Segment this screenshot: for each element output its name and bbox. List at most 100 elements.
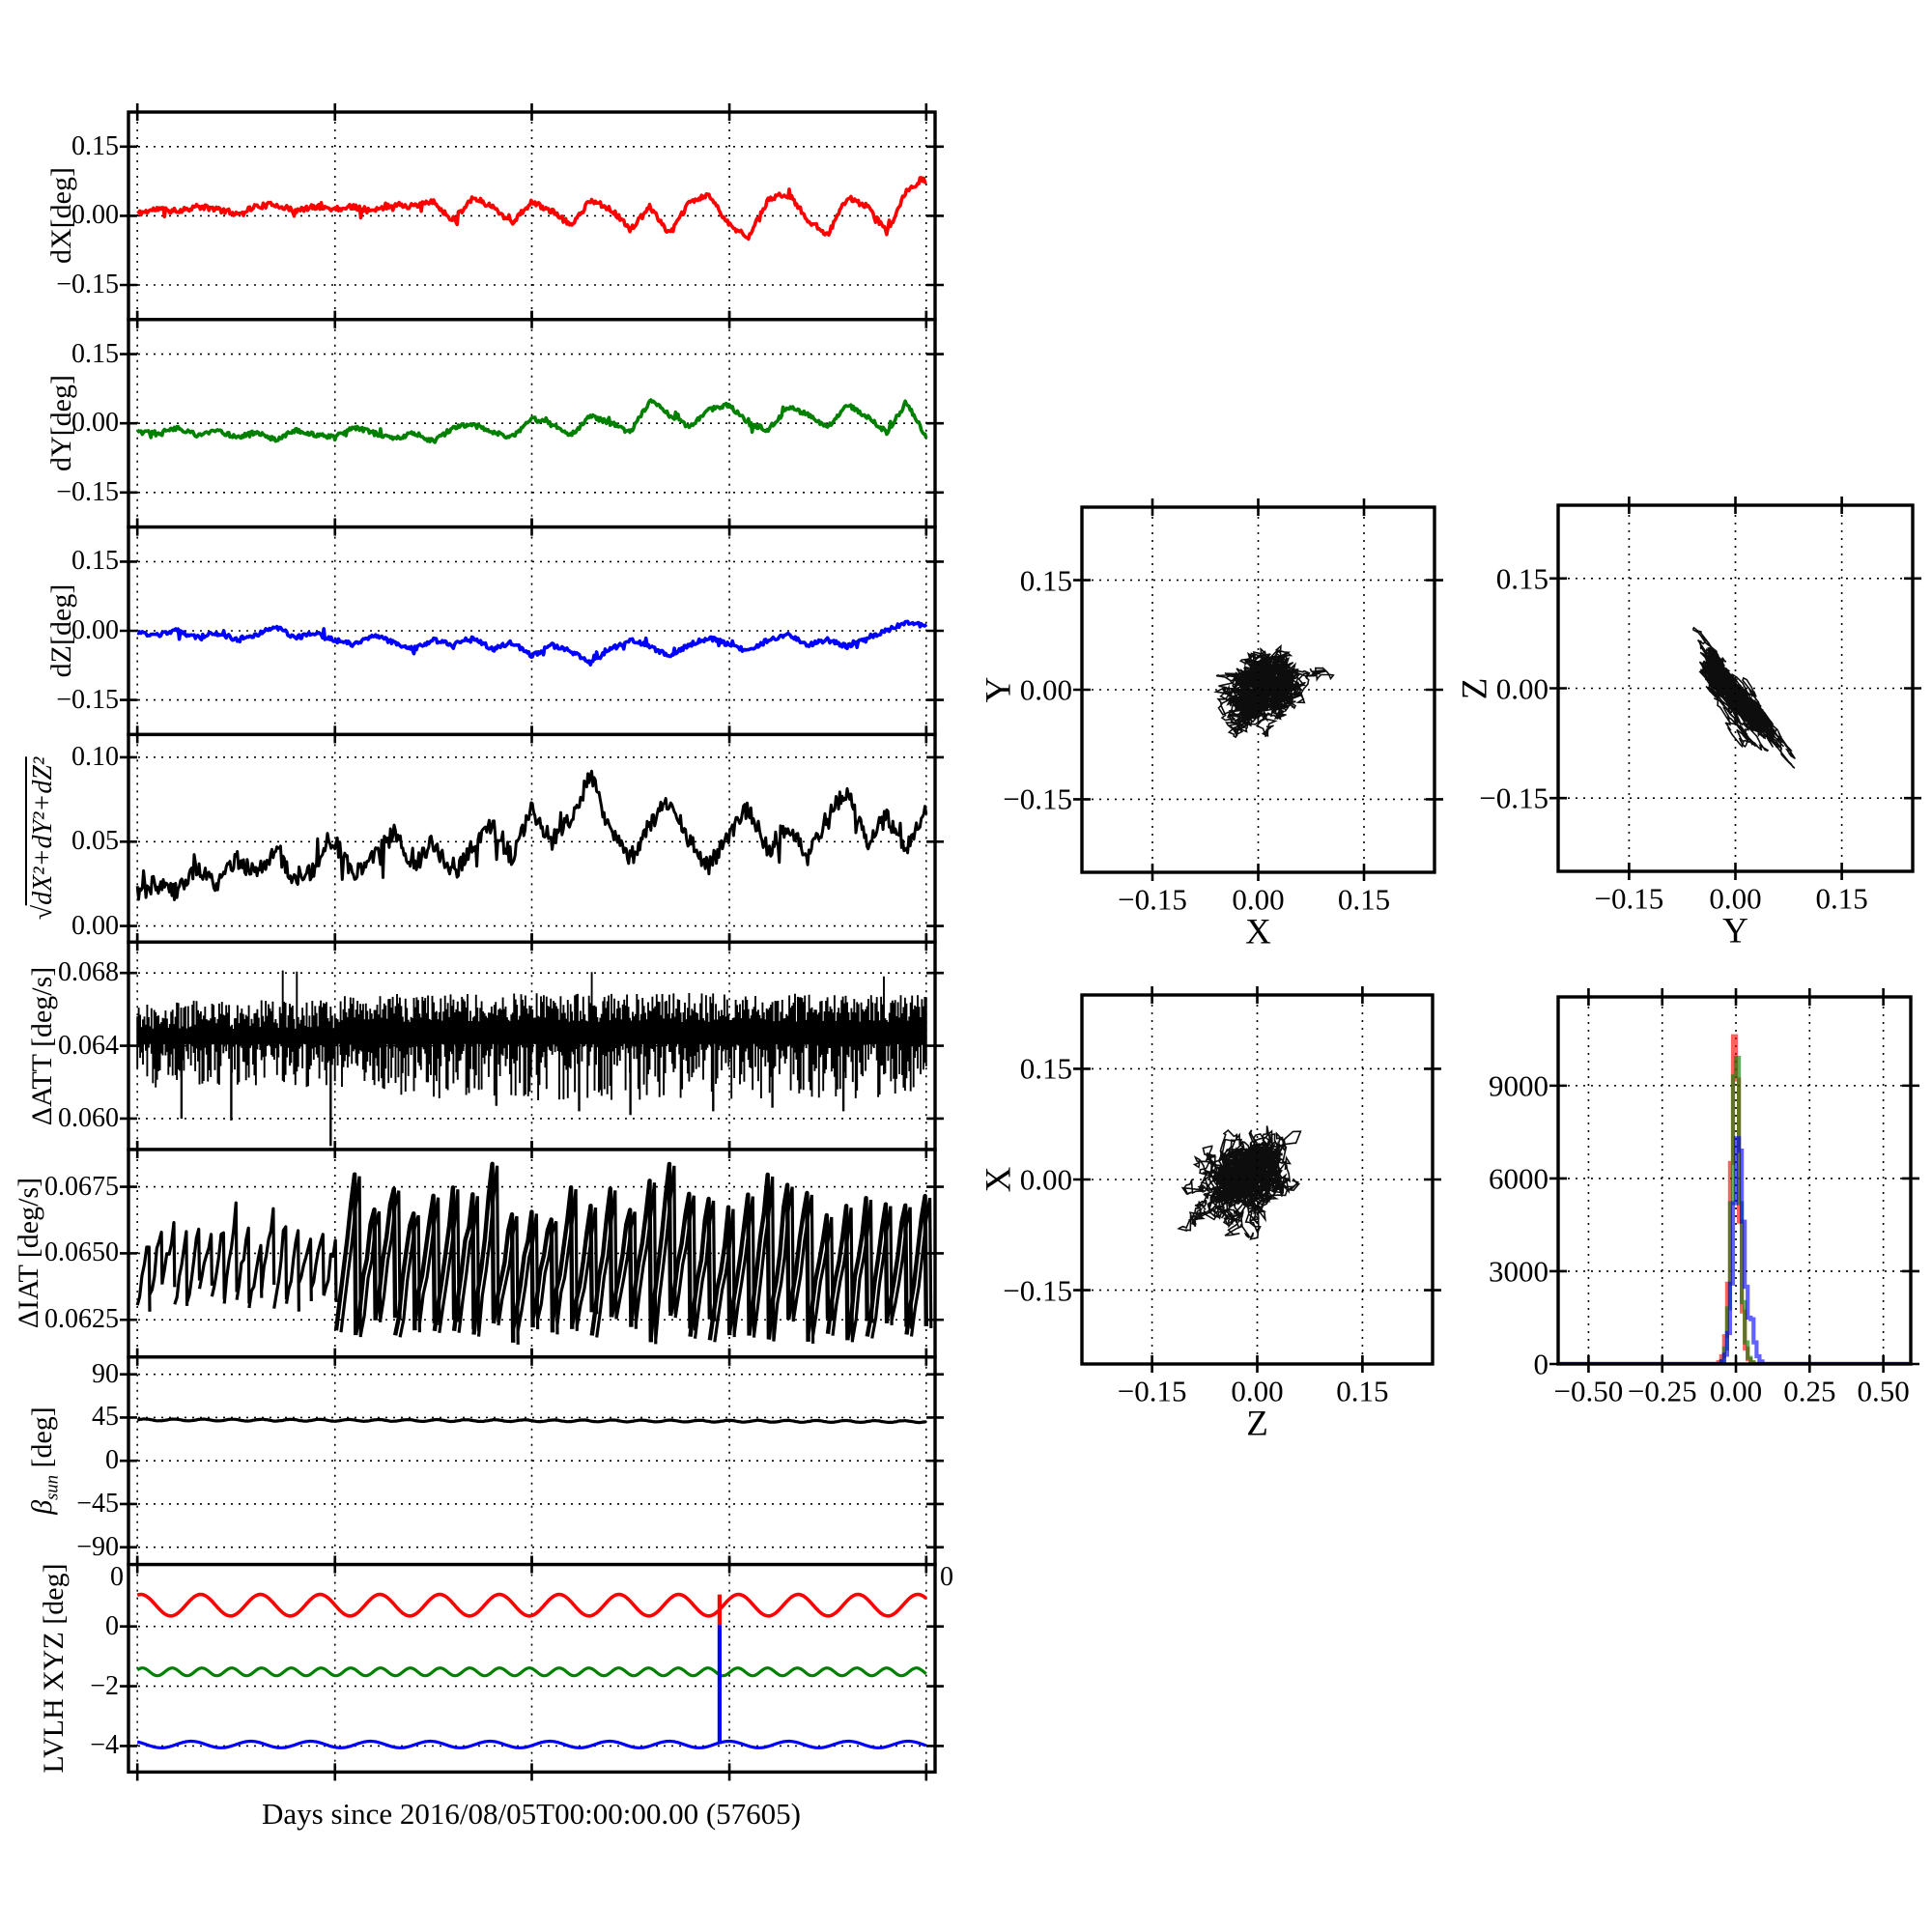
att-ytick-0: 0.068 [58, 957, 119, 988]
scatter-zy-series [1691, 626, 1796, 769]
iat-series [135, 1161, 933, 1345]
dy-series [135, 398, 928, 444]
scatter-zy-xtick-0: −0.15 [1594, 881, 1664, 916]
scatter-xz-xtick-2: 0.15 [1336, 1374, 1389, 1408]
scatter-xz-trajectory [1177, 1125, 1302, 1240]
att-panel [120, 933, 944, 1158]
lvlh-top-right-zero-label: 0 [940, 1562, 953, 1592]
hist-ytick-0: 9000 [1489, 1068, 1548, 1103]
dx-line [136, 176, 927, 242]
lvlh-series [136, 1592, 927, 1749]
norm-ytick-0: 0.10 [71, 741, 119, 772]
lvlh-panel [120, 1555, 944, 1781]
scatter-xz-series [1177, 1125, 1302, 1240]
scatter-xz-ytick-0: 0.15 [1019, 1051, 1072, 1086]
scatter-xz-xtick-1: 0.00 [1231, 1374, 1284, 1408]
scatter-yx-xtick-2: 0.15 [1337, 882, 1391, 917]
beta-series [137, 1417, 927, 1425]
dx-series [136, 176, 927, 242]
scatter-zy-xaxis-label: Y [1722, 911, 1748, 952]
scatter-zy-ytick-0: 0.15 [1495, 561, 1548, 596]
beta-sun-line [137, 1417, 927, 1425]
dy-line [135, 398, 928, 444]
dy-panel [120, 310, 944, 536]
hist-xtick-1: −0.25 [1627, 1374, 1697, 1408]
dx-ytick-0: 0.15 [71, 130, 119, 161]
dz-ytick-0: 0.15 [71, 546, 119, 577]
dy-ytick-2: −0.15 [56, 476, 119, 507]
dz-series [136, 619, 928, 668]
dz-ytick-2: −0.15 [56, 684, 119, 715]
hist-dy-steps [1560, 1056, 1909, 1364]
dx-panel [120, 103, 944, 328]
scatter-yx-xaxis-label: X [1245, 912, 1271, 952]
lvlh-ytick-1: −2 [90, 1670, 119, 1701]
scatter-yx-ytick-2: −0.15 [1003, 781, 1072, 816]
scatter-zy-ytick-1: 0.00 [1495, 671, 1548, 705]
beta-ytick-1: 45 [92, 1402, 119, 1433]
dx-ytick-1: 0.00 [71, 200, 119, 231]
hist-ytick-2: 3000 [1489, 1254, 1548, 1289]
iat-ytick-0: 0.0675 [44, 1171, 119, 1202]
iat-ytick-2: 0.0625 [44, 1304, 119, 1335]
x-axis-label: Days since 2016/08/05T00:00:00.00 (57605… [262, 1797, 801, 1831]
dx-ytick-2: −0.15 [56, 270, 119, 299]
scatter-xz-ytick-1: 0.00 [1019, 1162, 1072, 1197]
iat-panel [120, 1141, 944, 1366]
scatter-yx-xtick-0: −0.15 [1118, 882, 1187, 917]
lvlh-x-line [136, 1592, 927, 1618]
beta-ytick-2: 0 [105, 1445, 119, 1476]
iat-ytick-1: 0.0650 [44, 1237, 119, 1268]
norm-panel [120, 725, 944, 952]
scatter-zy-xtick-1: 0.00 [1709, 881, 1762, 916]
scatter-xz-panel [1073, 986, 1441, 1373]
scatter-yx-xtick-1: 0.00 [1232, 882, 1285, 917]
norm-line [135, 769, 928, 901]
scatter-zy-ytick-2: −0.15 [1479, 781, 1548, 815]
att-series [136, 970, 927, 1147]
att-ytick-1: 0.064 [58, 1030, 119, 1061]
dy-ytick-0: 0.15 [71, 338, 119, 369]
scatter-yx-trajectory [1213, 644, 1335, 739]
hist-dz-steps [1560, 1136, 1909, 1364]
scatter-zy-xtick-2: 0.15 [1815, 881, 1868, 916]
lvlh-y-line [136, 1666, 927, 1678]
norm-ytick-1: 0.05 [71, 826, 119, 857]
lvlh-top-left-zero-label: 0 [110, 1562, 124, 1592]
scatter-xz-xtick-0: −0.15 [1117, 1374, 1187, 1408]
hist-ytick-1: 6000 [1489, 1161, 1548, 1196]
hist-xtick-2: 0.00 [1709, 1374, 1763, 1408]
scatter-xz-yaxis-label: X [979, 1166, 1019, 1193]
dy-ytick-1: 0.00 [71, 408, 119, 439]
scatter-yx-series [1213, 644, 1335, 739]
hist-series [1560, 1034, 1909, 1364]
dz-line [136, 619, 928, 668]
scatter-yx-ytick-1: 0.00 [1019, 672, 1072, 707]
hist-xtick-4: 0.50 [1857, 1374, 1910, 1408]
scatter-yx-panel [1073, 498, 1443, 881]
scatter-xz-ytick-2: −0.15 [1003, 1273, 1072, 1308]
norm-ytick-2: 0.00 [71, 910, 119, 941]
hist-xtick-0: −0.50 [1553, 1374, 1624, 1408]
lvlh-ytick-2: −4 [90, 1730, 119, 1761]
scatter-xz-xaxis-label: Z [1246, 1404, 1268, 1444]
lvlh-z-line [136, 1739, 927, 1749]
att-ytick-2: 0.060 [58, 1102, 119, 1133]
hist-ytick-3: 0 [1533, 1347, 1549, 1381]
beta-ytick-0: 90 [92, 1358, 119, 1389]
beta-ytick-4: −90 [76, 1531, 119, 1562]
hist-xtick-3: 0.25 [1783, 1374, 1836, 1408]
norm-series [135, 769, 928, 901]
dz-panel [120, 518, 944, 744]
scatter-yx-yaxis-label: Y [979, 676, 1019, 703]
beta-panel [120, 1348, 944, 1574]
lvlh-ytick-0: 0 [105, 1610, 119, 1641]
scatter-yx-ytick-0: 0.15 [1019, 563, 1072, 598]
scatter-zy-panel [1549, 497, 1921, 880]
hist-panel [1549, 988, 1919, 1373]
scatter-zy-yaxis-label: Z [1455, 677, 1495, 699]
beta-ytick-3: −45 [76, 1488, 119, 1519]
scatter-zy-trajectory [1691, 626, 1796, 769]
